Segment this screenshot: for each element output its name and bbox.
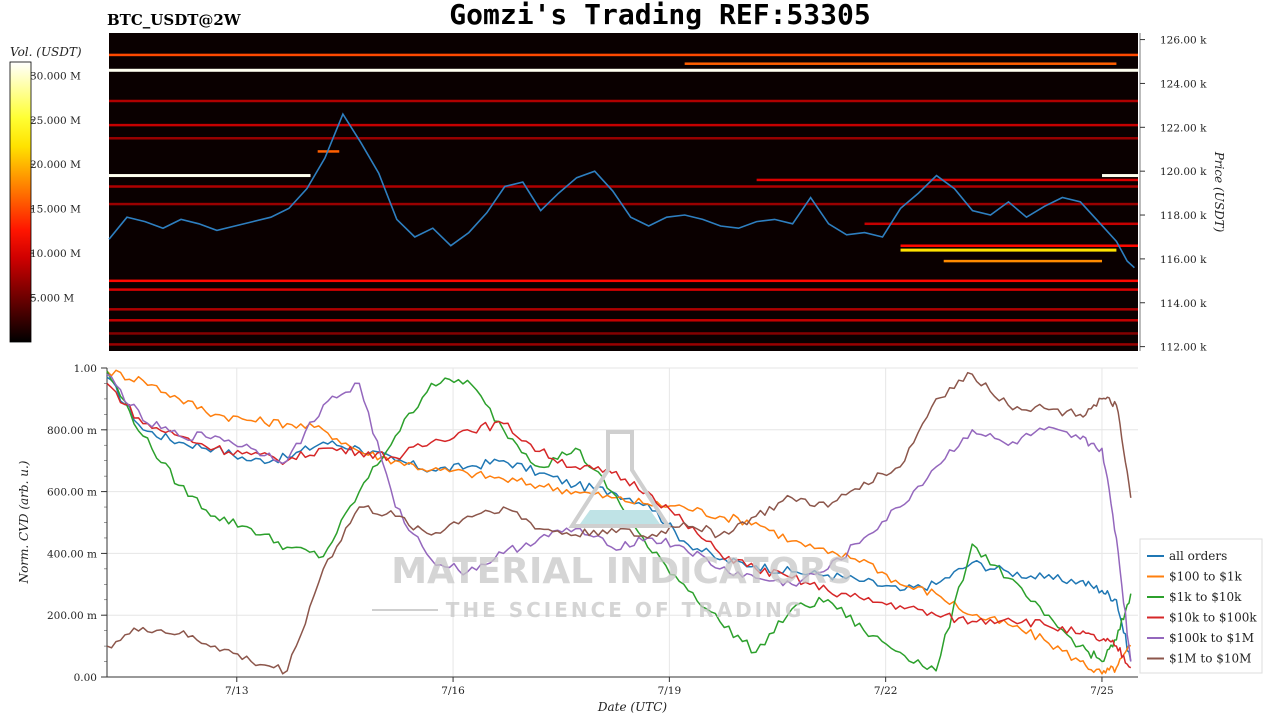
price-axis-label: Price (USDT) xyxy=(1212,151,1226,233)
y-tick-label: 800.00 m xyxy=(47,425,97,437)
liquidity-level xyxy=(684,62,1117,65)
legend-label: $10k to $100k xyxy=(1169,611,1257,625)
colorbar-tick-label: 20.000 M xyxy=(30,159,81,171)
price-tick-label: 118.00 k xyxy=(1160,210,1207,222)
colorbar-tick-label: 30.000 M xyxy=(30,70,81,82)
legend-label: $100 to $1k xyxy=(1169,570,1242,584)
liquidity-level xyxy=(109,68,1138,72)
legend-label: $1M to $10M xyxy=(1169,652,1251,666)
colorbar-tick-label: 10.000 M xyxy=(30,248,81,260)
x-axis-label: Date (UTC) xyxy=(597,700,667,714)
liquidity-level xyxy=(109,279,1138,283)
legend-label: $1k to $10k xyxy=(1169,590,1242,604)
liquidity-level xyxy=(900,244,1138,247)
liquidity-level xyxy=(109,343,1138,346)
price-tick-label: 122.00 k xyxy=(1160,122,1207,134)
y-tick-label: 400.00 m xyxy=(47,548,97,560)
y-axis-label: Norm. CVD (arb. u.) xyxy=(17,460,31,584)
liquidity-level xyxy=(109,202,1138,206)
colorbar-tick-label: 25.000 M xyxy=(30,115,81,127)
liquidity-level xyxy=(1102,174,1138,178)
legend-box xyxy=(1139,538,1263,674)
colorbar-label: Vol. (USDT) xyxy=(10,45,82,59)
watermark-subtitle: THE SCIENCE OF TRADING xyxy=(446,598,805,622)
colorbar-tick-label: 5.000 M xyxy=(30,293,74,305)
watermark-flask-icon xyxy=(568,430,672,528)
heatmap-panel: 126.00 k 124.00 k 122.00 k 120.00 k 118.00 k… xyxy=(108,33,1226,354)
legend-label: all orders xyxy=(1169,549,1227,563)
watermark-title: MATERIAL INDICATORS xyxy=(391,551,853,592)
series-line-1 xyxy=(106,369,1132,675)
liquidity-level xyxy=(109,53,1138,57)
series-line-2 xyxy=(106,370,1132,672)
price-line xyxy=(108,112,1135,269)
liquidity-level xyxy=(864,222,1138,226)
x-tick-label: 7/13 xyxy=(225,685,249,697)
price-tick-label: 120.00 k xyxy=(1160,166,1207,178)
x-tick-label: 7/16 xyxy=(441,685,465,697)
price-tick-label: 112.00 k xyxy=(1160,342,1207,354)
liquidity-level xyxy=(109,137,1138,140)
colorbar-gradient xyxy=(9,61,32,343)
x-tick-label: 7/25 xyxy=(1090,685,1114,697)
colorbar-tick-label: 15.000 M xyxy=(30,204,81,216)
heatmap-background xyxy=(109,33,1138,351)
y-tick-label: 200.00 m xyxy=(47,610,97,622)
liquidity-level xyxy=(109,174,311,178)
y-tick-label: 0.00 xyxy=(74,672,97,684)
liquidity-level xyxy=(109,308,1138,311)
watermark-flask-fill xyxy=(580,510,660,524)
series-line-5 xyxy=(106,371,1132,675)
legend: all orders $100 to $1k $1k to $10k $10k to … xyxy=(1139,538,1263,674)
liquidity-level xyxy=(109,319,1138,322)
x-tick-label: 7/19 xyxy=(658,685,682,697)
liquidity-level xyxy=(943,259,1103,263)
liquidity-level xyxy=(109,123,1138,127)
liquidity-level xyxy=(900,248,1117,252)
y-tick-label: 1.00 xyxy=(74,363,97,375)
colorbar: 30.000 M 25.000 M 20.000 M 15.000 M 10.000 M… xyxy=(9,45,82,343)
legend-label: $100k to $1M xyxy=(1169,631,1254,645)
chart-title: Gomzi's Trading REF:53305 xyxy=(449,0,870,31)
liquidity-level xyxy=(109,185,1138,188)
price-tick-label: 114.00 k xyxy=(1160,298,1207,310)
symbol-label: BTC_USDT@2W xyxy=(107,11,242,29)
price-tick-label: 126.00 k xyxy=(1160,35,1207,47)
price-tick-label: 116.00 k xyxy=(1160,254,1207,266)
watermark: MATERIAL INDICATORS THE SCIENCE OF TRADIN… xyxy=(372,430,853,622)
cvd-panel: 1.00 800.00 m 600.00 m 400.00 m 200.00 m 0.00… xyxy=(17,363,1138,714)
liquidity-level xyxy=(109,288,1138,291)
liquidity-level xyxy=(317,150,340,153)
liquidity-level xyxy=(109,332,1138,335)
liquidity-level xyxy=(109,99,1138,103)
price-tick-label: 124.00 k xyxy=(1160,78,1207,90)
y-tick-label: 600.00 m xyxy=(47,487,97,499)
x-tick-label: 7/22 xyxy=(874,685,898,697)
liquidity-level xyxy=(756,178,1138,182)
